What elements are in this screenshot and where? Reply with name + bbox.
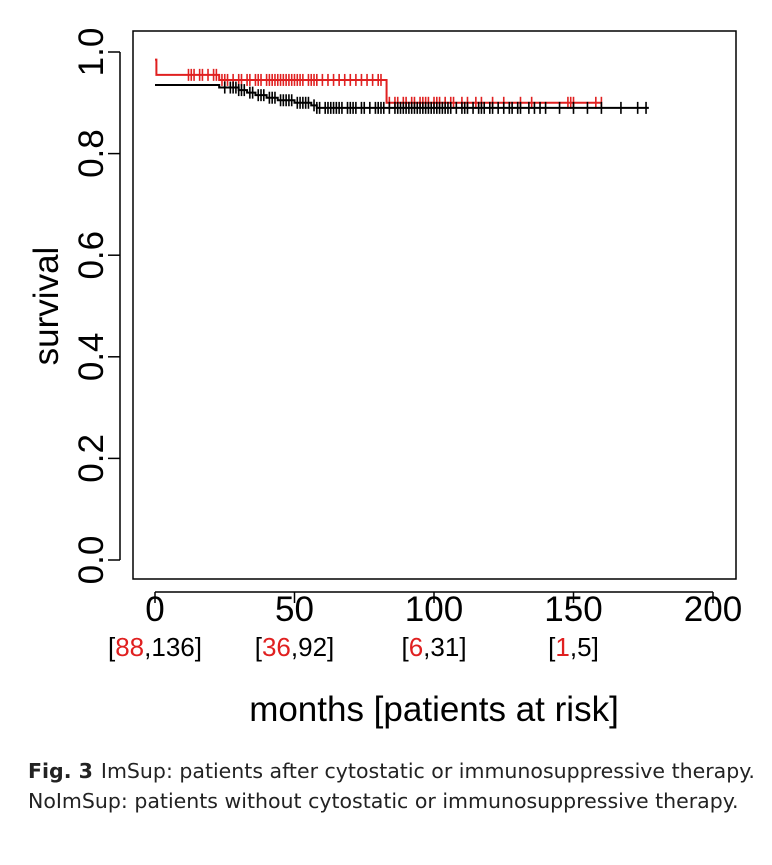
- y-tick-label: 1.0: [72, 28, 111, 77]
- survival-chart: 0.0 0.2 0.4 0.6 0.8 1.0 0 50 100 150 200 [88,136]…: [27, 28, 742, 729]
- y-tick-label: 0.0: [72, 536, 111, 585]
- figure-caption: Fig. 3 ImSup: patients after cytostatic o…: [28, 756, 758, 816]
- series-1: [155, 81, 649, 114]
- at-risk-label: [36,92]: [255, 632, 335, 662]
- x-tick-label: 150: [544, 590, 602, 629]
- series-line: [155, 58, 602, 104]
- x-axis: 0 50 100 150 200: [145, 590, 742, 629]
- plot-frame: [132, 30, 737, 580]
- y-axis: 0.0 0.2 0.4 0.6 0.8 1.0: [72, 28, 121, 585]
- at-risk-label: [88,136]: [108, 632, 202, 662]
- y-tick-label: 0.6: [72, 231, 111, 280]
- x-tick-label: 0: [145, 590, 164, 629]
- series-line: [155, 84, 649, 109]
- caption-text: ImSup: patients after cytostatic or immu…: [28, 759, 755, 813]
- x-tick-label: 200: [684, 590, 742, 629]
- y-axis-label: survival: [27, 247, 66, 366]
- x-axis-label: months [patients at risk]: [249, 690, 619, 729]
- figure-label: Fig. 3: [28, 759, 93, 783]
- at-risk-row: [88,136] [36,92] [6,31] [1,5]: [108, 632, 599, 662]
- x-tick-label: 50: [275, 590, 314, 629]
- y-tick-label: 0.8: [72, 129, 111, 178]
- at-risk-label: [6,31]: [401, 632, 466, 662]
- y-tick-label: 0.2: [72, 434, 111, 483]
- y-tick-label: 0.4: [72, 332, 111, 381]
- series-0: [155, 58, 603, 109]
- x-tick-label: 100: [405, 590, 463, 629]
- at-risk-label: [1,5]: [548, 632, 599, 662]
- series-layer: [155, 58, 649, 114]
